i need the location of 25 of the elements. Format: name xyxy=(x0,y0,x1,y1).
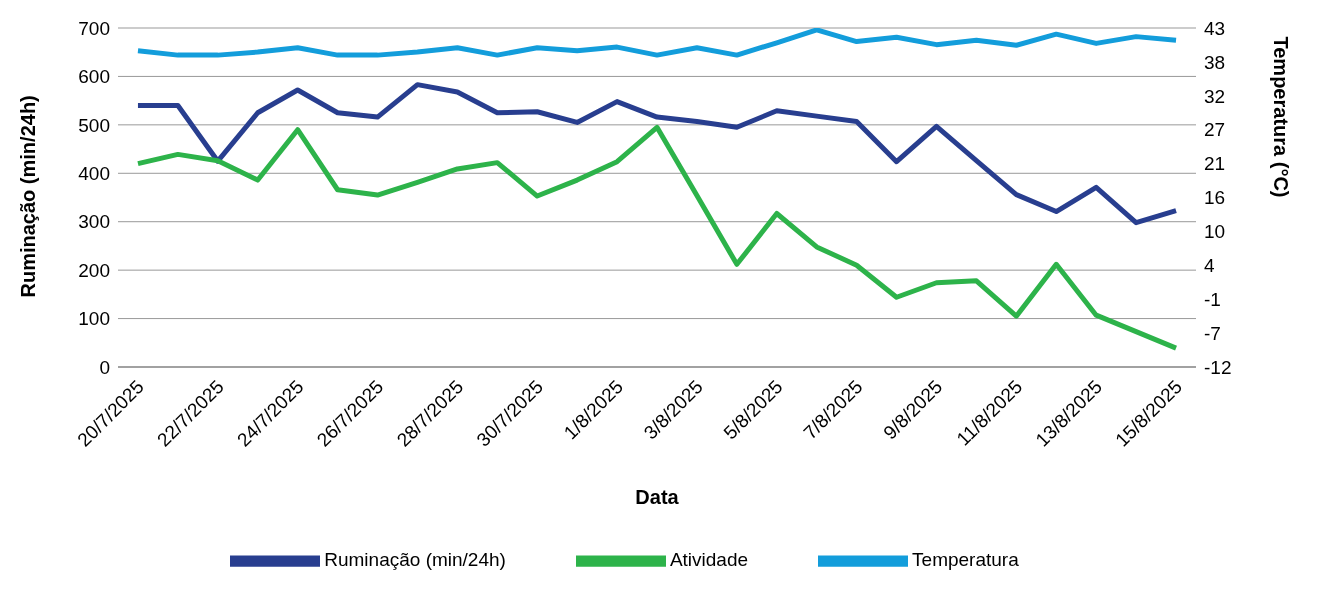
y2-tick-label: 10 xyxy=(1204,221,1226,243)
y2-tick-label: 21 xyxy=(1204,153,1226,175)
y-tick-label: 500 xyxy=(78,114,110,136)
y2-tick-label: 16 xyxy=(1204,187,1226,209)
y-axis-title: Ruminação (min/24h) xyxy=(17,95,40,298)
y2-tick-label: 27 xyxy=(1204,119,1226,141)
y2-tick-label: -1 xyxy=(1204,288,1221,310)
legend-label: Ruminação (min/24h) xyxy=(324,549,506,571)
legend-label: Temperatura xyxy=(912,549,1019,571)
y-tick-label: 700 xyxy=(78,17,110,39)
x-axis-title: Data xyxy=(635,486,680,508)
y-tick-label: 300 xyxy=(78,211,110,233)
y2-tick-label: -12 xyxy=(1204,356,1232,378)
y-tick-label: 100 xyxy=(78,308,110,330)
y2-axis-title: Temperatura (°C) xyxy=(1269,36,1292,198)
y-tick-label: 200 xyxy=(78,259,110,281)
y-tick-label: 0 xyxy=(99,356,110,378)
y2-tick-label: 38 xyxy=(1204,51,1226,73)
legend-label: Atividade xyxy=(669,549,749,571)
y-tick-label: 600 xyxy=(78,66,110,88)
y2-tick-label: 32 xyxy=(1204,85,1226,107)
y-tick-label: 400 xyxy=(78,163,110,185)
y2-tick-label: 4 xyxy=(1204,255,1215,277)
y2-tick-label: -7 xyxy=(1204,322,1221,344)
y2-tick-label: 43 xyxy=(1204,17,1226,39)
